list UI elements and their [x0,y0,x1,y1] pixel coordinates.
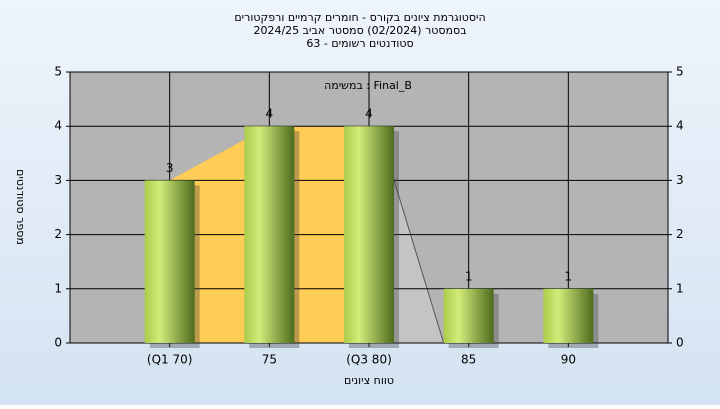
x-tick-label: (Q1 70) [147,353,193,367]
y-tick-label: 5 [54,65,62,79]
data-label: 4 [365,107,373,121]
data-label: 1 [565,269,573,283]
y2-tick-label: 2 [676,227,684,241]
data-label: 1 [465,269,473,283]
bar [543,288,594,343]
y-tick-label: 3 [54,173,62,187]
bar [144,180,195,343]
y-tick-label: 4 [54,119,62,133]
chart-subtitle: סטודנטים רשומים - 63 [306,37,413,50]
chart-subtitle: בסמסטר (02/2024) סמסטר אביב 2024/25 [253,24,466,37]
x-tick-label: 90 [561,353,576,367]
data-label: 3 [166,161,174,175]
y-axis-label: מספר סטודנטים [14,169,27,245]
bar [344,126,394,343]
y2-tick-label: 4 [676,119,684,133]
y-tick-label: 0 [54,336,62,350]
y-tick-label: 2 [54,227,62,241]
data-label: 4 [266,107,274,121]
y2-tick-label: 5 [676,65,684,79]
x-axis-label: טווח ציונים [344,374,394,387]
y-tick-label: 1 [54,281,62,295]
y2-tick-label: 3 [676,173,684,187]
y2-tick-label: 0 [676,336,684,350]
bar [443,288,494,343]
bar [244,126,295,343]
chart-title: היסטוגרמת ציונים בקורס - חומרים קרמיים ו… [234,11,485,24]
x-tick-label: 75 [262,353,277,367]
legend-text: Final_B : במשימה [324,79,412,92]
x-tick-label: 85 [461,353,476,367]
y2-tick-label: 1 [676,281,684,295]
x-tick-label: (Q3 80) [346,353,392,367]
